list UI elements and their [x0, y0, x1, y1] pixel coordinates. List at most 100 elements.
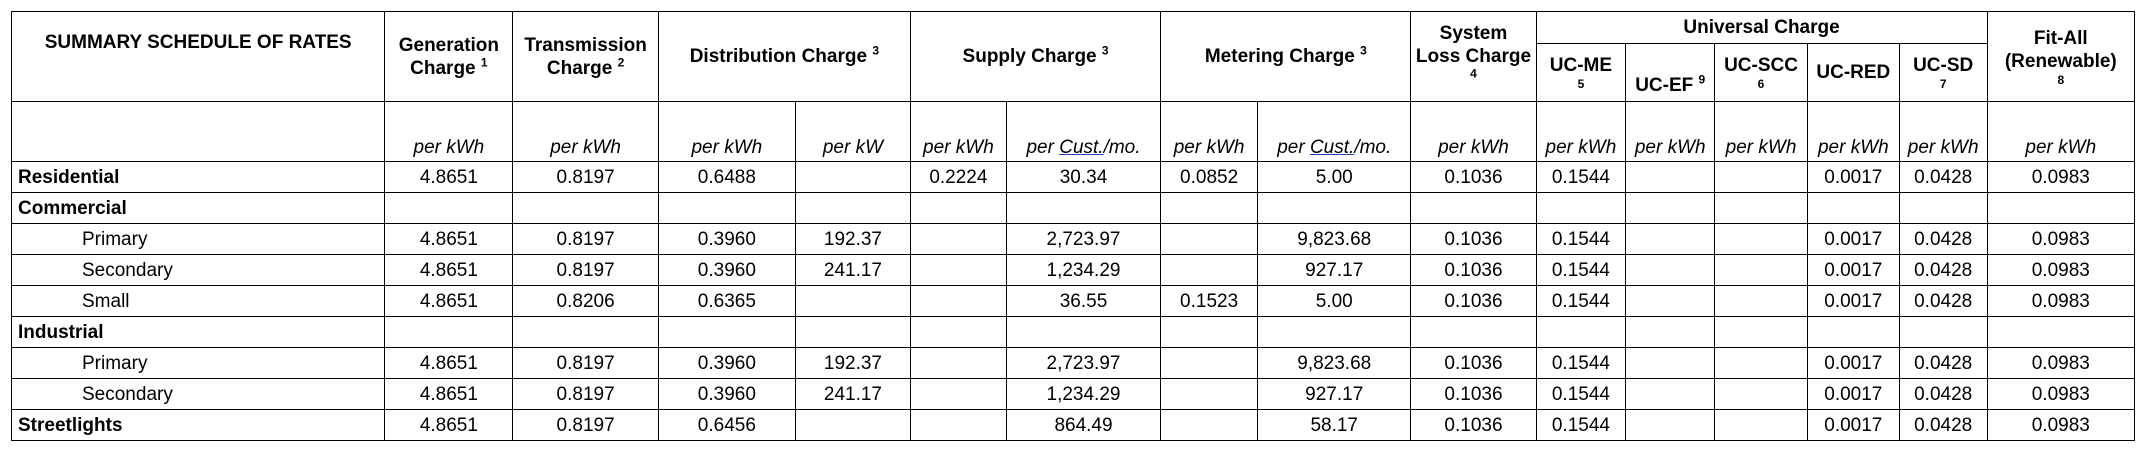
rate-cell — [1625, 223, 1716, 255]
rate-cell: 0.0983 — [1986, 285, 2136, 317]
rate-cell: 1,234.29 — [1005, 378, 1162, 410]
rate-cell: 9,823.68 — [1257, 223, 1412, 255]
metering-charge-header: Metering Charge 3 — [1160, 11, 1412, 102]
rate-cell: 9,823.68 — [1257, 347, 1412, 379]
rate-cell — [794, 409, 911, 441]
rate-cell — [1714, 254, 1808, 286]
rate-cell — [1806, 316, 1900, 348]
rate-cell: 0.8197 — [512, 161, 659, 193]
rate-cell — [1806, 192, 1900, 224]
rate-cell: 241.17 — [794, 254, 911, 286]
section-header-commercial: Commercial — [10, 192, 2136, 224]
rate-cell — [1714, 161, 1808, 193]
rate-cell — [1410, 316, 1537, 348]
rate-cell: 0.0017 — [1806, 285, 1900, 317]
rate-cell — [1714, 378, 1808, 410]
table-row: Secondary 4.8651 0.8197 0.3960 241.17 1,234.2… — [10, 378, 2136, 410]
rate-cell: 0.1036 — [1410, 285, 1537, 317]
unit-cell: per kWh — [1160, 101, 1259, 162]
rate-cell: 58.17 — [1257, 409, 1412, 441]
rate-cell: 0.1036 — [1410, 254, 1537, 286]
row-label: Secondary — [10, 254, 386, 286]
unit-cell: per kWh — [909, 101, 1007, 162]
table-title: SUMMARY SCHEDULE OF RATES — [10, 11, 386, 102]
transmission-charge-header: Transmission Charge 2 — [512, 11, 659, 102]
rate-cell: 0.0428 — [1898, 223, 1988, 255]
rate-cell: 0.8197 — [512, 223, 659, 255]
rate-cell: 0.6365 — [657, 285, 796, 317]
rate-cell — [512, 192, 659, 224]
unit-cell: per Cust./mo. — [1005, 101, 1162, 162]
rate-cell — [1625, 316, 1716, 348]
section-row-residential: Residential 4.8651 0.8197 0.6488 0.2224 30.34… — [10, 161, 2136, 193]
section-label: Commercial — [10, 192, 386, 224]
rate-cell — [909, 409, 1007, 441]
rate-cell: 864.49 — [1005, 409, 1162, 441]
rate-cell: 0.0017 — [1806, 161, 1900, 193]
rate-cell — [1005, 316, 1162, 348]
rate-cell — [794, 316, 911, 348]
rate-cell: 0.6488 — [657, 161, 796, 193]
rate-cell: 0.0017 — [1806, 223, 1900, 255]
uc-red-header: UC-RED — [1806, 43, 1900, 102]
rate-cell: 0.1544 — [1535, 347, 1627, 379]
rate-cell: 0.1036 — [1410, 347, 1537, 379]
section-label: Industrial — [10, 316, 386, 348]
rate-cell — [1898, 192, 1988, 224]
rate-cell: 0.0428 — [1898, 409, 1988, 441]
rate-cell — [512, 316, 659, 348]
rate-cell: 4.8651 — [384, 409, 514, 441]
rate-cell — [794, 285, 911, 317]
rate-cell — [1160, 254, 1259, 286]
distribution-charge-header: Distribution Charge 3 — [657, 11, 911, 102]
rate-cell: 927.17 — [1257, 378, 1412, 410]
table-row: Small 4.8651 0.8206 0.6365 36.55 0.1523 5.00 0.… — [10, 285, 2136, 317]
rate-cell: 0.6456 — [657, 409, 796, 441]
rate-cell — [909, 192, 1007, 224]
rate-cell — [1714, 285, 1808, 317]
rate-cell — [1535, 316, 1627, 348]
rate-cell: 4.8651 — [384, 347, 514, 379]
rate-cell — [794, 192, 911, 224]
row-label: Primary — [10, 223, 386, 255]
rate-cell — [1625, 347, 1716, 379]
row-label: Secondary — [10, 378, 386, 410]
table-row: Primary 4.8651 0.8197 0.3960 192.37 2,723.97 9… — [10, 347, 2136, 379]
rate-cell: 241.17 — [794, 378, 911, 410]
rate-cell: 5.00 — [1257, 285, 1412, 317]
universal-charge-header: Universal Charge — [1535, 11, 1988, 44]
unit-cell: per kWh — [1714, 101, 1808, 162]
rate-cell: 0.0017 — [1806, 254, 1900, 286]
row-label: Small — [10, 285, 386, 317]
section-header-industrial: Industrial — [10, 316, 2136, 348]
rate-cell: 0.0983 — [1986, 223, 2136, 255]
rate-cell — [1160, 409, 1259, 441]
section-label: Streetlights — [10, 409, 386, 441]
rate-cell — [1160, 223, 1259, 255]
table-row: Primary 4.8651 0.8197 0.3960 192.37 2,723.97 9… — [10, 223, 2136, 255]
rate-cell — [1625, 378, 1716, 410]
rate-cell — [1160, 347, 1259, 379]
rate-cell — [1160, 378, 1259, 410]
rate-cell: 0.1036 — [1410, 378, 1537, 410]
rate-cell — [909, 254, 1007, 286]
rate-cell — [657, 192, 796, 224]
rate-cell: 0.8197 — [512, 254, 659, 286]
unit-cell: per kWh — [657, 101, 796, 162]
rate-cell: 30.34 — [1005, 161, 1162, 193]
system-loss-charge-header: System Loss Charge 4 — [1410, 11, 1537, 102]
rate-cell — [1625, 192, 1716, 224]
rate-cell — [1625, 285, 1716, 317]
rate-cell — [1257, 316, 1412, 348]
rate-cell: 0.1544 — [1535, 223, 1627, 255]
rate-cell: 0.0428 — [1898, 378, 1988, 410]
rate-cell: 0.0983 — [1986, 161, 2136, 193]
rate-cell: 1,234.29 — [1005, 254, 1162, 286]
rate-cell: 0.3960 — [657, 254, 796, 286]
rate-cell — [1625, 161, 1716, 193]
unit-cell: per kWh — [384, 101, 514, 162]
rate-cell: 0.3960 — [657, 347, 796, 379]
rate-cell: 2,723.97 — [1005, 347, 1162, 379]
rate-cell — [1257, 192, 1412, 224]
uc-me-header: UC-ME 5 — [1535, 43, 1627, 102]
